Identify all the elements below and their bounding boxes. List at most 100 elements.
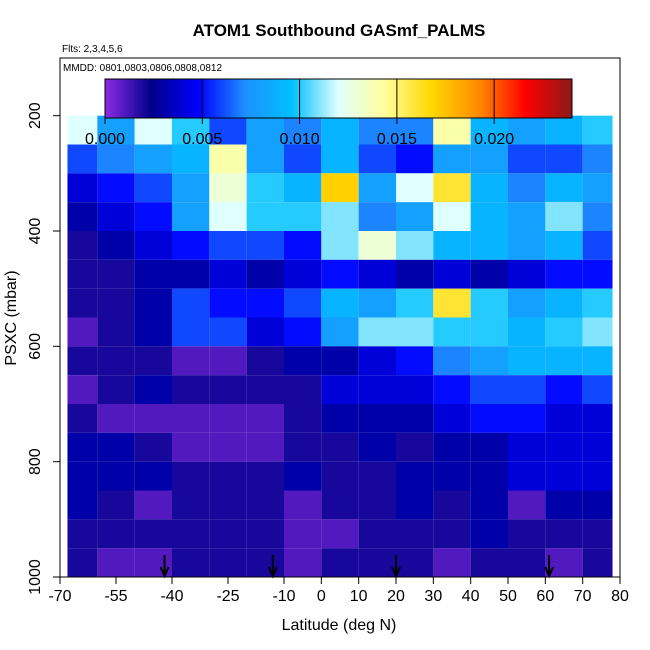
heatmap-cell bbox=[582, 519, 613, 549]
marker-layer bbox=[159, 555, 554, 579]
heatmap-cell bbox=[172, 346, 210, 376]
heatmap-cell bbox=[358, 259, 396, 289]
heatmap-cell bbox=[582, 231, 613, 260]
heatmap-cell bbox=[172, 202, 210, 231]
chart-title: ATOM1 Southbound GASmf_PALMS bbox=[193, 21, 486, 40]
x-tick-label: 10 bbox=[350, 588, 368, 605]
heatmap-cell bbox=[209, 259, 247, 289]
heatmap-cell bbox=[172, 519, 210, 549]
y-tick-label: 200 bbox=[27, 102, 44, 129]
heatmap-cell bbox=[321, 490, 359, 520]
colorbar-tick-label: 0.000 bbox=[85, 131, 125, 148]
heatmap-cell bbox=[172, 115, 210, 145]
heatmap-cell bbox=[582, 144, 613, 174]
heatmap-cell bbox=[246, 490, 284, 520]
x-tick-label: -10 bbox=[272, 588, 295, 605]
heatmap-cell bbox=[470, 490, 508, 520]
heatmap-cell bbox=[97, 317, 135, 347]
heatmap-cell bbox=[67, 259, 98, 289]
heatmap-cell bbox=[134, 259, 172, 289]
heatmap-cell bbox=[172, 231, 210, 260]
heatmap-cell bbox=[284, 317, 322, 347]
heatmap-cell bbox=[97, 288, 135, 318]
heatmap-cell bbox=[508, 317, 546, 347]
heatmap-cell bbox=[508, 461, 546, 491]
heatmap-cell bbox=[433, 115, 471, 145]
heatmap-cell bbox=[508, 519, 546, 549]
heatmap-cell bbox=[134, 461, 172, 491]
heatmap-cell bbox=[470, 519, 508, 549]
heatmap-cell bbox=[582, 490, 613, 520]
plot-frame bbox=[59, 57, 621, 578]
heatmap-cell bbox=[209, 173, 247, 203]
heatmap-cell bbox=[321, 375, 359, 404]
heatmap-cell bbox=[582, 432, 613, 462]
heatmap-cell bbox=[172, 288, 210, 318]
heatmap-cell bbox=[172, 259, 210, 289]
heatmap-cell bbox=[246, 144, 284, 174]
heatmap-cell bbox=[134, 231, 172, 260]
heatmap-cell bbox=[134, 375, 172, 404]
heatmap-cell bbox=[545, 432, 583, 462]
heatmap-cell bbox=[545, 202, 583, 231]
heatmap-cell bbox=[134, 173, 172, 203]
heatmap-cell bbox=[433, 346, 471, 376]
heatmap-cell bbox=[134, 288, 172, 318]
x-tick-label: -25 bbox=[216, 588, 239, 605]
heatmap-cell bbox=[321, 259, 359, 289]
heatmap-cell bbox=[97, 259, 135, 289]
heatmap-cell bbox=[358, 173, 396, 203]
heatmap-cell bbox=[209, 548, 247, 577]
heatmap-cell bbox=[582, 548, 613, 577]
heatmap-cell bbox=[433, 317, 471, 347]
heatmap-cell bbox=[134, 432, 172, 462]
x-tick-label: 80 bbox=[611, 588, 629, 605]
heatmap-cell bbox=[470, 202, 508, 231]
heatmap-cell bbox=[67, 173, 98, 203]
heatmap-cell bbox=[396, 404, 434, 433]
heatmap-layer bbox=[67, 86, 613, 577]
heatmap-cell bbox=[358, 432, 396, 462]
heatmap-cell bbox=[284, 173, 322, 203]
heatmap-cell bbox=[284, 259, 322, 289]
heatmap-cell bbox=[396, 548, 434, 577]
heatmap-cell bbox=[396, 317, 434, 347]
x-axis-label: Latitude (deg N) bbox=[282, 617, 397, 634]
heatmap-cell bbox=[545, 404, 583, 433]
heatmap-cell bbox=[209, 144, 247, 174]
heatmap-cell bbox=[67, 519, 98, 549]
heatmap-cell bbox=[67, 317, 98, 347]
y-tick-label: 1000 bbox=[27, 559, 44, 595]
heatmap-cell bbox=[470, 404, 508, 433]
heatmap-cell bbox=[209, 461, 247, 491]
heatmap-cell bbox=[97, 115, 135, 145]
heatmap-cell bbox=[470, 317, 508, 347]
heatmap-cell bbox=[470, 144, 508, 174]
heatmap-cell bbox=[134, 144, 172, 174]
heatmap-cell bbox=[209, 519, 247, 549]
heatmap-cell bbox=[67, 432, 98, 462]
heatmap-cell bbox=[396, 259, 434, 289]
heatmap-cell bbox=[209, 317, 247, 347]
heatmap-cell bbox=[433, 144, 471, 174]
heatmap-cell bbox=[396, 288, 434, 318]
heatmap-cell bbox=[134, 404, 172, 433]
x-tick-label: 60 bbox=[536, 588, 554, 605]
heatmap-cell bbox=[470, 346, 508, 376]
colorbar-tick-label: 0.015 bbox=[377, 131, 417, 148]
heatmap-cell bbox=[433, 375, 471, 404]
heatmap-cell bbox=[172, 404, 210, 433]
x-tick-label: 40 bbox=[462, 588, 480, 605]
heatmap-cell bbox=[433, 548, 471, 577]
heatmap-cell bbox=[433, 202, 471, 231]
heatmap-cell bbox=[284, 346, 322, 376]
heatmap-cell bbox=[97, 548, 135, 577]
heatmap-cell bbox=[396, 519, 434, 549]
heatmap-cell bbox=[172, 173, 210, 203]
heatmap-cell bbox=[470, 173, 508, 203]
heatmap-cell bbox=[67, 461, 98, 491]
x-tick-label: 30 bbox=[424, 588, 442, 605]
heatmap-cell bbox=[172, 548, 210, 577]
heatmap-cell bbox=[582, 288, 613, 318]
heatmap-cell bbox=[508, 548, 546, 577]
